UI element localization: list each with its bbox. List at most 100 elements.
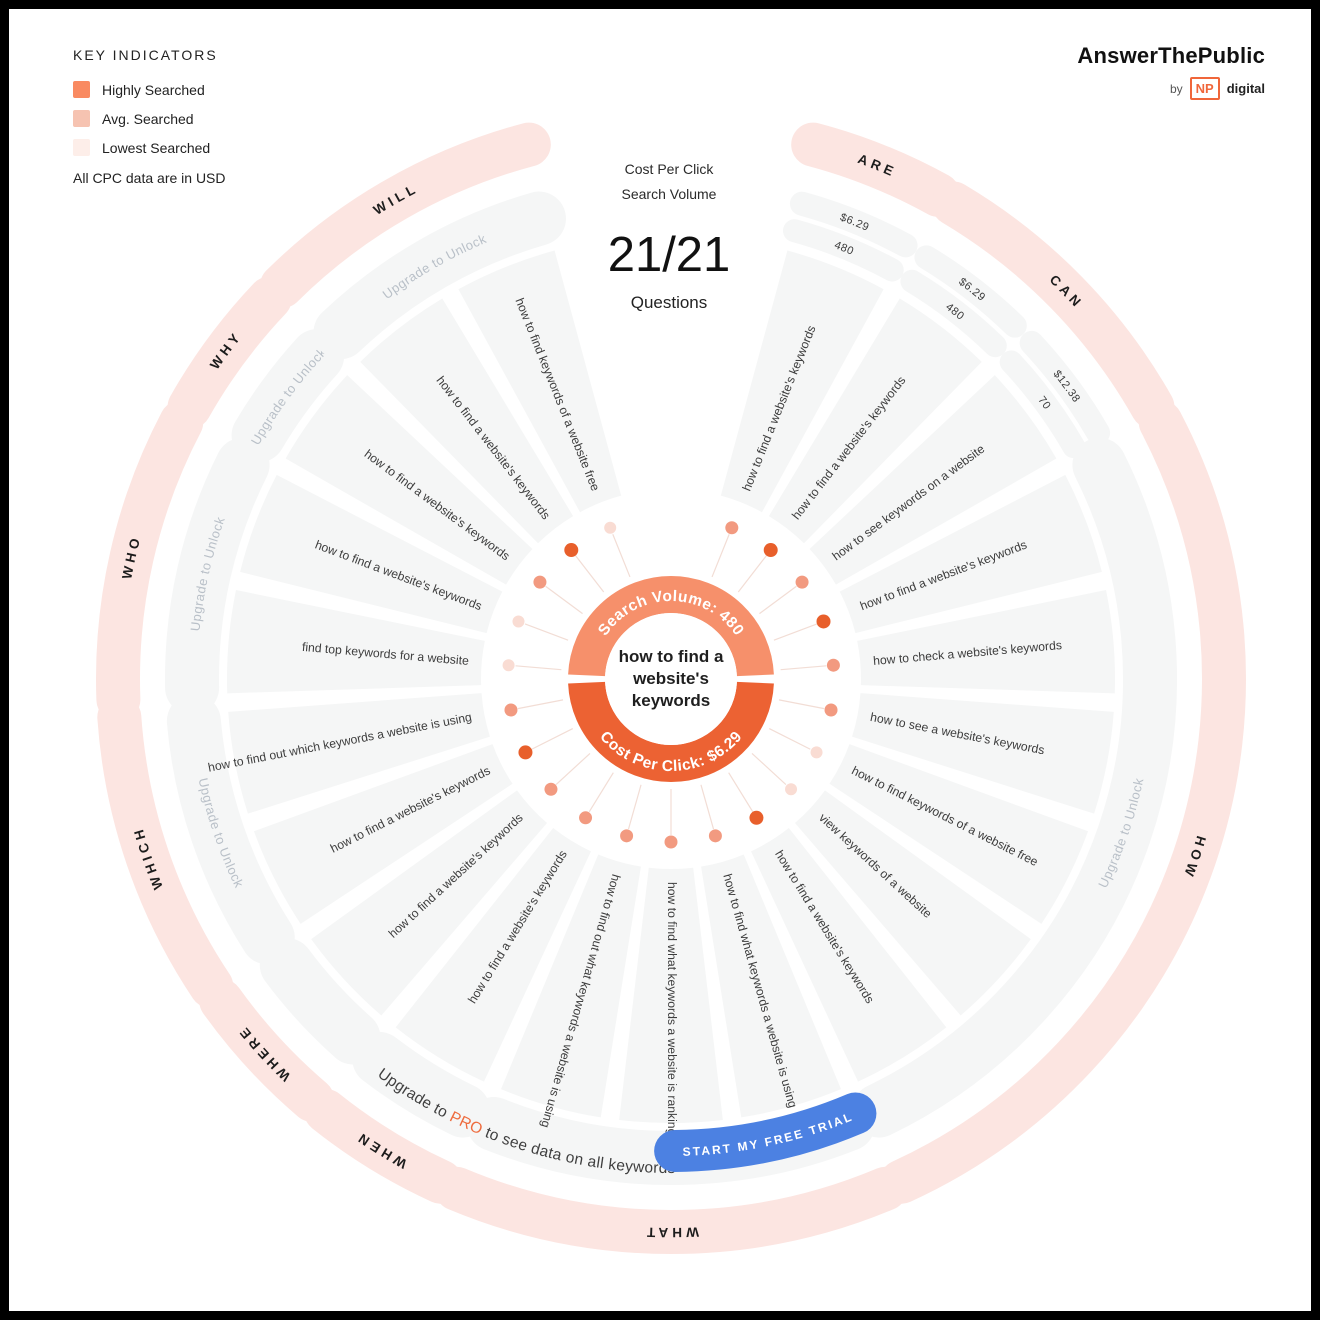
- question-sector: [240, 474, 503, 634]
- volume-band: [999, 350, 1086, 459]
- dot-connector: [515, 665, 562, 671]
- np-logo: NP: [1189, 77, 1220, 100]
- center-circle: [605, 613, 737, 745]
- legend-label: Lowest Searched: [102, 139, 211, 156]
- ring-segment-who: [96, 400, 204, 722]
- ring-segment-which: [97, 695, 234, 1009]
- ring-segment-when: [303, 1089, 463, 1204]
- dot-connector: [700, 784, 715, 830]
- legend-label: Highly Searched: [102, 81, 205, 98]
- question-sector: [458, 250, 622, 513]
- search-level-dot-avg: [620, 829, 634, 843]
- locked-band: [352, 1031, 491, 1138]
- search-level-dot-avg: [664, 835, 678, 849]
- question-sector: [360, 298, 574, 544]
- question-sector: [227, 590, 485, 694]
- dot-connector: [768, 727, 811, 750]
- question-sector: [253, 744, 513, 924]
- question-sector: [857, 590, 1115, 694]
- dot-connector: [555, 752, 591, 785]
- ring-segment-will: [259, 122, 551, 309]
- dot-connector: [759, 585, 797, 615]
- search-level-dot-avg: [579, 811, 593, 825]
- legend-swatch-lowest-searched: [73, 139, 90, 156]
- center-volume-ring: [568, 576, 774, 677]
- byline-by: by: [1169, 81, 1183, 96]
- legend: KEY INDICATORS Highly Searched Avg. Searc…: [73, 47, 226, 186]
- center-keyword: keywords: [632, 691, 710, 710]
- question-sector: [228, 693, 490, 814]
- cpc-band: [1019, 330, 1111, 445]
- question-sector: [809, 375, 1057, 585]
- question-sector: [839, 474, 1102, 634]
- ring-segment-are: [791, 122, 961, 217]
- search-level-dot-avg: [824, 703, 838, 717]
- question-sector: [829, 744, 1089, 924]
- search-level-dot-avg: [504, 703, 518, 717]
- dot-connector: [778, 699, 825, 710]
- question-sector: [285, 375, 533, 585]
- locked-band: [259, 938, 381, 1065]
- search-level-dot-avg: [533, 575, 547, 589]
- question-sector: [311, 790, 548, 1016]
- free-trial-button[interactable]: [654, 1092, 877, 1172]
- question-sector: [395, 828, 591, 1082]
- legend-label: Avg. Searched: [102, 110, 194, 127]
- question-spoke[interactable]: how to find what keywords a website is r…: [665, 882, 679, 1153]
- question-sector: [751, 828, 947, 1082]
- dot-connector: [531, 727, 574, 750]
- ring-segment-what: [434, 1166, 908, 1254]
- ring-segment-can: [931, 181, 1175, 429]
- legend-note: All CPC data are in USD: [73, 170, 226, 186]
- legend-swatch-highly-searched: [73, 81, 90, 98]
- upgrade-band-will[interactable]: [313, 191, 566, 360]
- dot-connector: [575, 555, 605, 593]
- upgrade-band-who[interactable]: [165, 437, 270, 715]
- search-level-dot-high: [763, 543, 778, 558]
- search-level-dot-avg: [544, 782, 558, 796]
- search-level-dot-high: [749, 810, 764, 825]
- dot-connector: [588, 772, 614, 813]
- cpc-band: [914, 245, 1027, 338]
- center-keyword: website's: [632, 669, 709, 688]
- brand-wordmark: AnswerThePublic: [1077, 43, 1265, 68]
- brand-logo: AnswerThePublic by NP digital: [1077, 43, 1265, 100]
- question-sector: [720, 250, 884, 513]
- ring-segment-why: [167, 276, 292, 429]
- volume-band: [900, 269, 1007, 358]
- upgrade-band-which[interactable]: [166, 694, 295, 965]
- center-keyword: how to find a: [619, 647, 724, 666]
- search-level-dot-low: [785, 783, 798, 796]
- question-sector: [852, 693, 1114, 814]
- dot-connector: [711, 534, 730, 578]
- search-level-dot-low: [502, 659, 515, 672]
- dot-connector: [737, 555, 767, 593]
- search-level-dot-avg: [725, 521, 739, 535]
- legend-item-lowest-searched: Lowest Searched: [73, 139, 226, 156]
- dot-connector: [524, 623, 569, 641]
- dot-connector: [545, 585, 583, 615]
- ring-segment-how: [879, 400, 1246, 1204]
- search-level-dot-low: [512, 615, 525, 628]
- legend-swatch-avg-searched: [73, 110, 90, 127]
- legend-items: Highly Searched Avg. Searched Lowest Searc…: [73, 81, 226, 156]
- dot-connector: [517, 699, 564, 710]
- search-level-dot-avg: [795, 575, 809, 589]
- question-sector: [794, 790, 1031, 1016]
- search-level-dot-avg: [708, 829, 722, 843]
- legend-item-highly-searched: Highly Searched: [73, 81, 226, 98]
- question-sector: [768, 298, 982, 544]
- dot-connector: [627, 784, 642, 830]
- legend-item-avg-searched: Avg. Searched: [73, 110, 226, 127]
- ring-label-what: WHAT: [643, 1224, 699, 1240]
- question-sector: [619, 867, 723, 1123]
- question-sector: [500, 854, 641, 1118]
- np-digital-label: digital: [1226, 81, 1265, 96]
- ring-segment-where: [199, 978, 335, 1122]
- dot-connector: [751, 752, 787, 785]
- upgrade-band-why[interactable]: [231, 329, 345, 463]
- upgrade-band-how[interactable]: [851, 437, 1177, 1138]
- center-cpc-ring: [568, 681, 774, 782]
